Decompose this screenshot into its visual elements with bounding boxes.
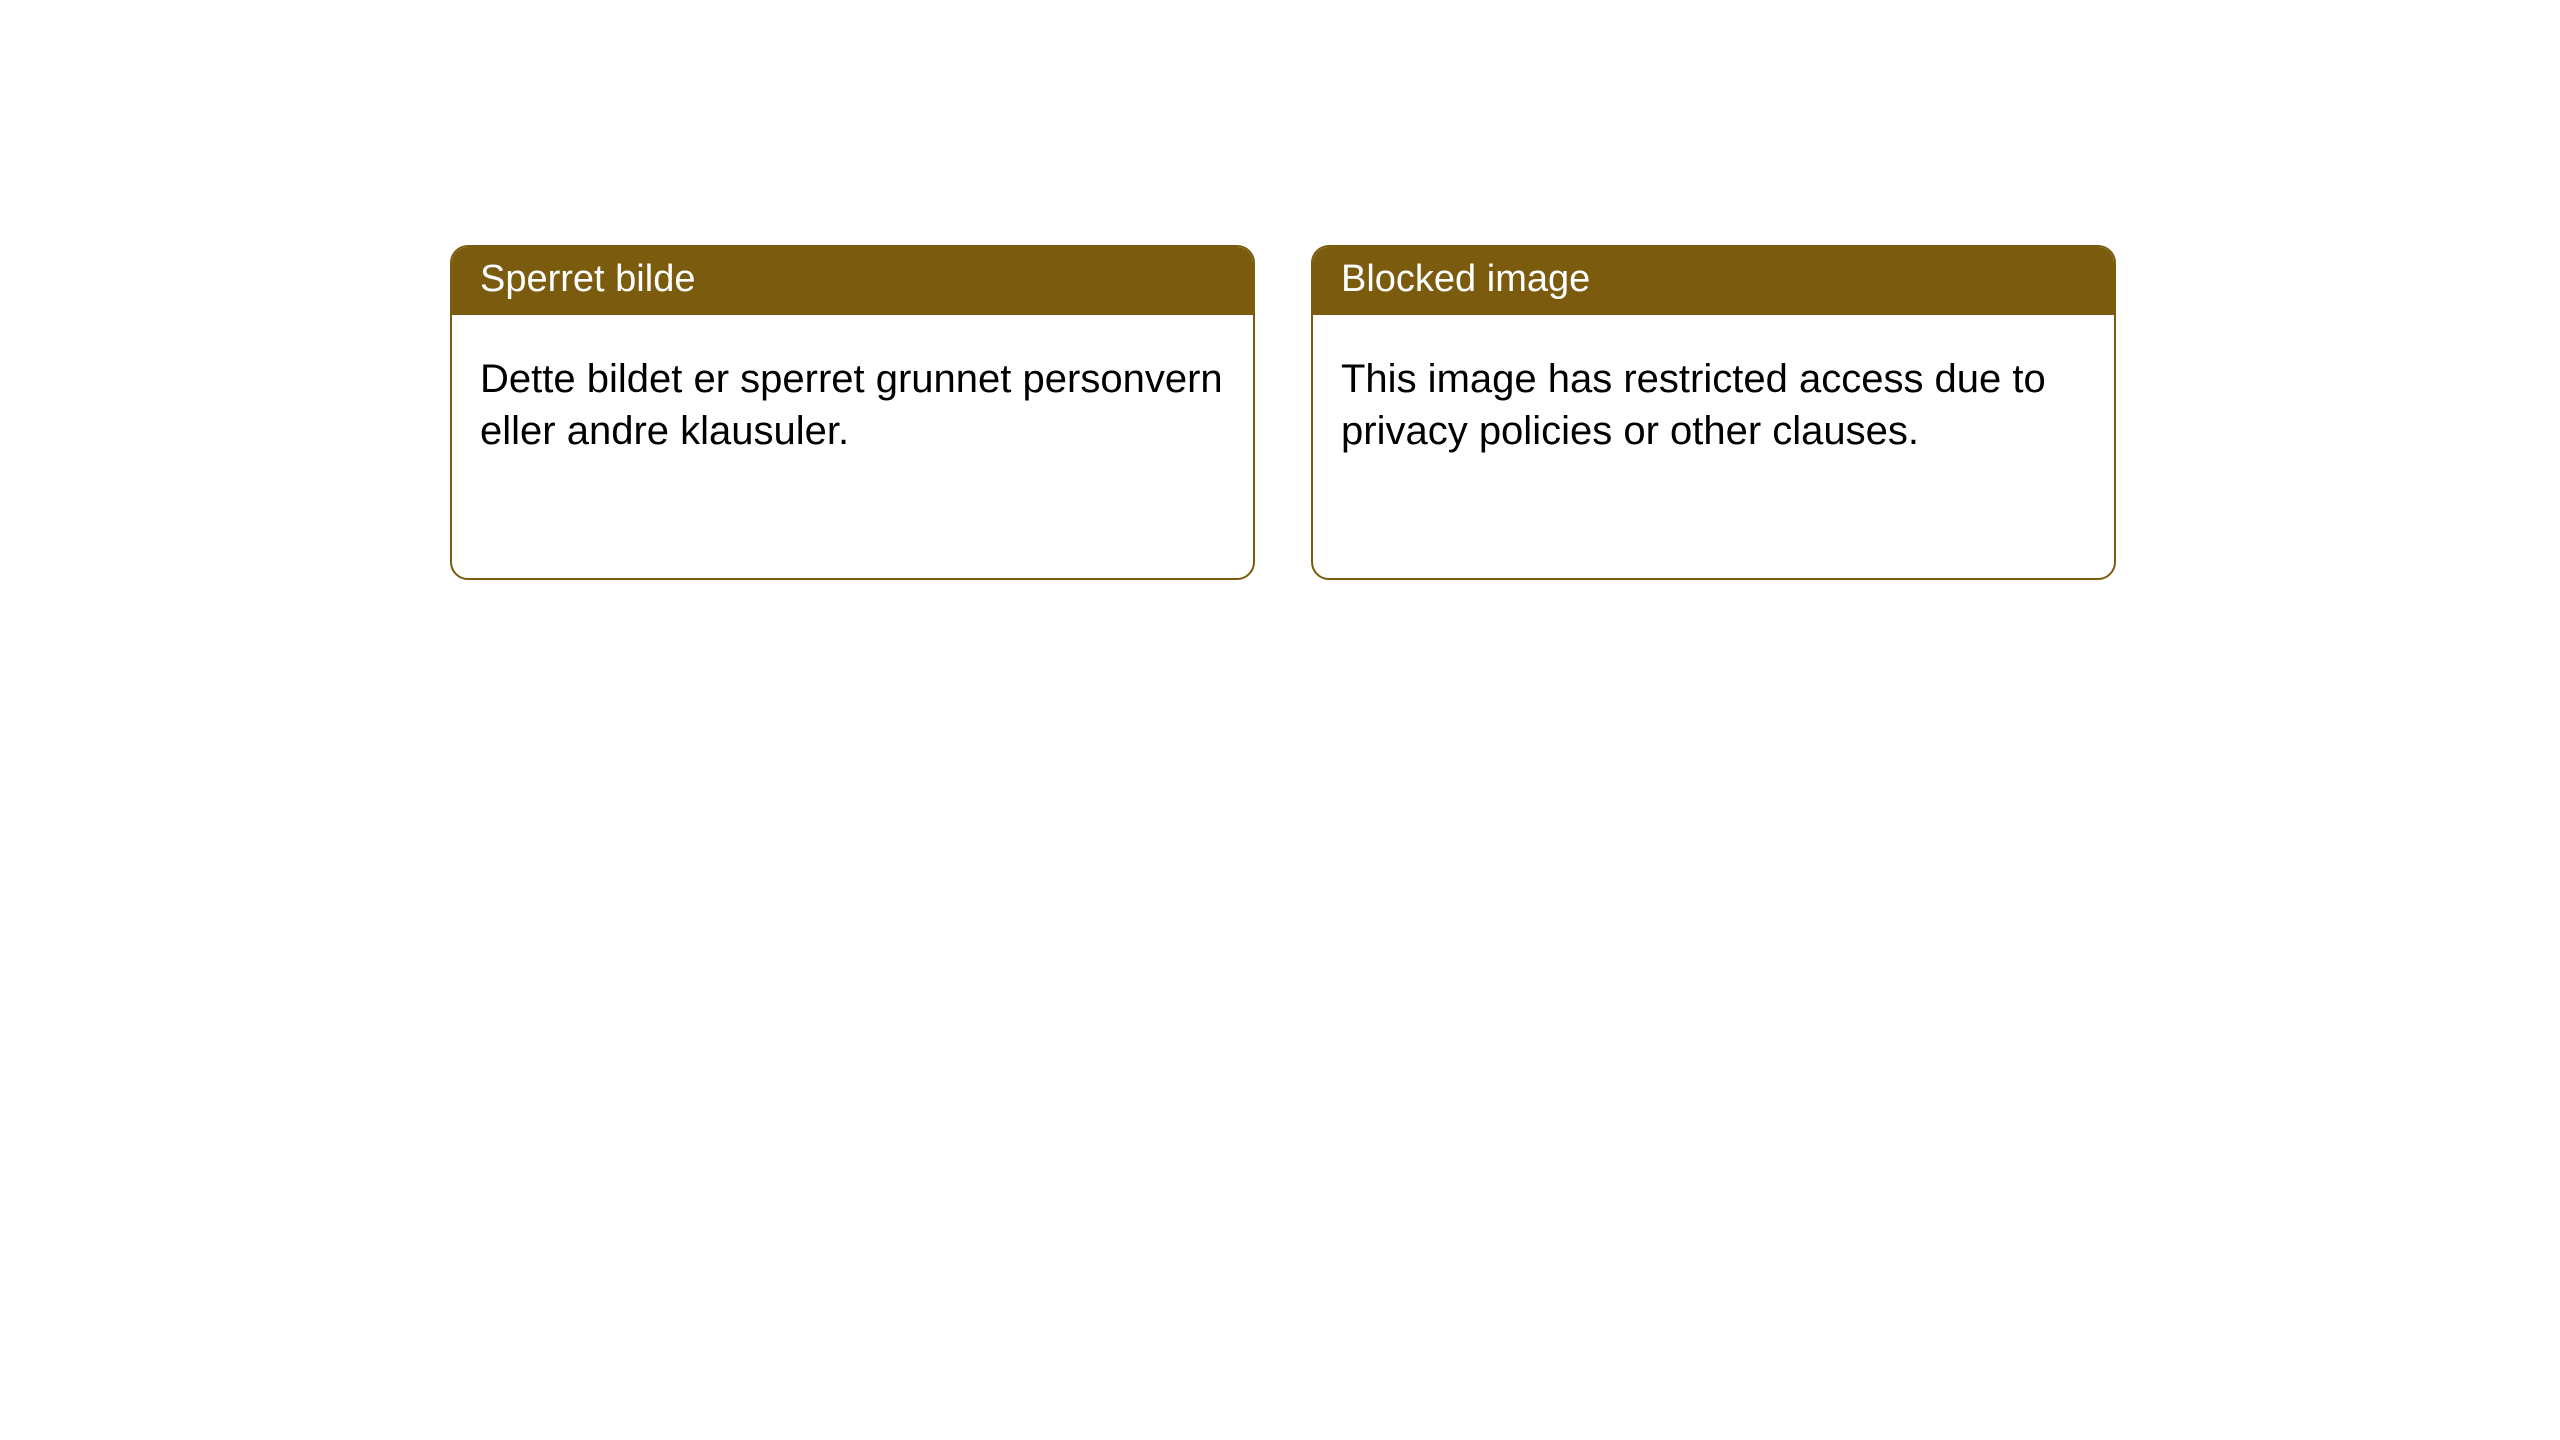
notice-card-header: Sperret bilde (452, 247, 1253, 315)
notice-card-header: Blocked image (1313, 247, 2114, 315)
notice-card-english: Blocked image This image has restricted … (1311, 245, 2116, 580)
notice-card-norwegian: Sperret bilde Dette bildet er sperret gr… (450, 245, 1255, 580)
notice-card-body: Dette bildet er sperret grunnet personve… (452, 315, 1253, 483)
notice-card-body: This image has restricted access due to … (1313, 315, 2114, 483)
notice-cards-row: Sperret bilde Dette bildet er sperret gr… (0, 0, 2560, 580)
